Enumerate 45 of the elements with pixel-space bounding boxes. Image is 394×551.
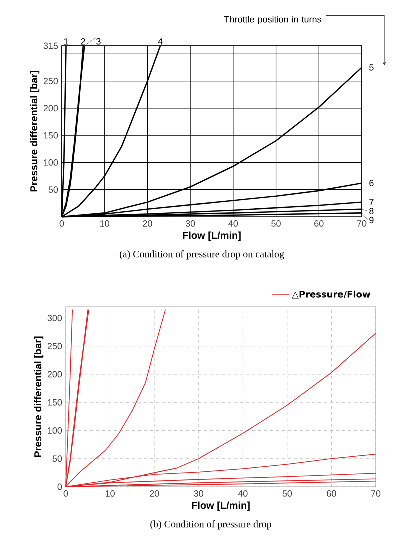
text: (b) Condition of pressure drop (150, 520, 272, 530)
y-axis-title: Pressure differential [bar] (30, 71, 40, 192)
x-tick-label: 40 (238, 490, 248, 497)
series-label: 4 (158, 38, 163, 45)
x-tick-label: 0 (64, 490, 68, 497)
x-tick-label: 20 (143, 220, 152, 227)
y-tick-label: 250 (48, 343, 62, 350)
y-tick-label: 100 (44, 160, 58, 166)
text: (a) Condition of pressure drop on catalog (120, 250, 284, 260)
x-tick-label: 30 (194, 490, 204, 497)
series-label: 9 (370, 217, 374, 224)
x-axis-title: Flow [L/min] (183, 232, 241, 242)
x-tick-label: 50 (282, 490, 292, 497)
y-tick-label: 100 (48, 428, 62, 434)
y-tick-label: 300 (48, 315, 62, 322)
x-tick-label: 30 (186, 220, 196, 227)
y-axis-title: Pressure differential [bar] (34, 336, 44, 458)
series-label: 5 (370, 64, 374, 71)
x-tick-label: 40 (228, 220, 238, 227)
series-label: 1 (64, 38, 68, 45)
x-tick-label: 60 (327, 490, 336, 497)
x-tick-label: 70 (371, 490, 381, 497)
y-tick-label: 50 (52, 456, 62, 462)
x-axis-title: Flow [L/min] (192, 502, 250, 512)
x-tick-label: 10 (100, 220, 110, 227)
x-tick-label: 50 (272, 220, 281, 227)
y-tick-label: 250 (44, 78, 58, 84)
x-tick-label: 20 (150, 490, 160, 497)
x-tick-label: 60 (314, 220, 324, 227)
y-tick-label: 200 (44, 105, 58, 112)
series-label: 3 (96, 38, 101, 45)
y-tick-label: 315 (44, 42, 58, 50)
y-tick-label: 150 (48, 399, 62, 406)
series-label: 6 (370, 180, 374, 187)
y-tick-label: 150 (44, 132, 58, 139)
y-tick-label: 50 (48, 186, 58, 194)
x-tick-label: 70 (357, 220, 367, 227)
y-tick-label: 0 (58, 484, 62, 490)
text: Throttle position in turns (224, 16, 322, 25)
legend-label: △Pressure/Flow (292, 290, 370, 299)
y-tick-label: 200 (48, 371, 62, 378)
series-label: 8 (370, 208, 374, 215)
x-tick-label: 10 (106, 490, 115, 497)
series-label: 7 (370, 199, 374, 206)
series-label: 2 (81, 38, 86, 45)
